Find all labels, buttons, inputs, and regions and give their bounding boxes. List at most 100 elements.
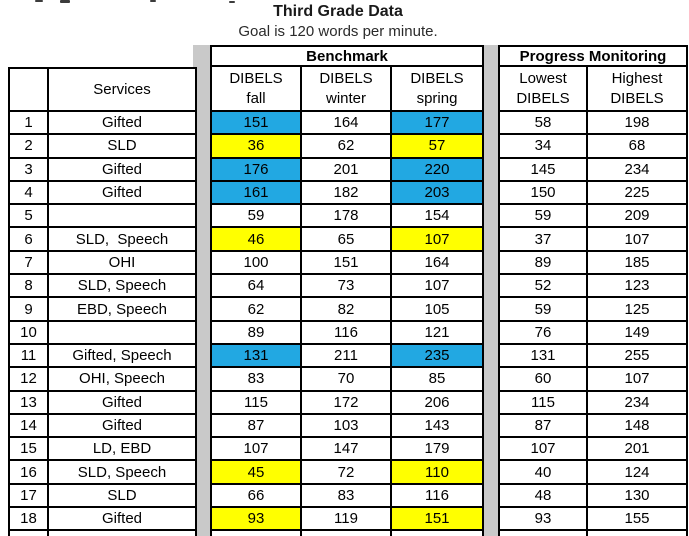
services-cell: Gifted, Speech bbox=[49, 344, 195, 369]
row-number-cell: 7 bbox=[10, 251, 49, 276]
highest-dibels-cell: 155 bbox=[588, 508, 686, 532]
dibels-spring-cell: 235 bbox=[392, 344, 482, 369]
dibels-winter-cell: 70 bbox=[302, 368, 392, 392]
dibels-fall-cell: 83 bbox=[212, 368, 302, 392]
dibels-winter-cell: 211 bbox=[302, 344, 392, 369]
page-title: Third Grade Data bbox=[273, 3, 403, 20]
row-number-cell: 13 bbox=[10, 391, 49, 415]
lowest-dibels-cell: 150 bbox=[500, 181, 588, 206]
dibels-spring-cell: 107 bbox=[392, 275, 482, 299]
header-line: DIBELS bbox=[410, 69, 464, 87]
dibels-spring-cell: 177 bbox=[392, 112, 482, 136]
lowest-dibels-cell: 37 bbox=[500, 228, 588, 252]
header-line: DIBELS bbox=[319, 69, 373, 87]
header-line: winter bbox=[325, 89, 366, 107]
lowest-dibels-cell: 145 bbox=[500, 158, 588, 182]
lowest-dibels-cell: 48 bbox=[500, 484, 588, 509]
row-number-header bbox=[10, 69, 49, 112]
lowest-dibels-cell: 93 bbox=[500, 508, 588, 532]
highest-dibels-cell: 123 bbox=[588, 275, 686, 299]
dibels-fall-cell: 151 bbox=[212, 112, 302, 136]
services-cell: OHI, Speech bbox=[49, 368, 195, 392]
dibels-winter-cell: 151 bbox=[302, 251, 392, 276]
services-cell: Gifted bbox=[49, 508, 195, 532]
highest-dibels-cell: 234 bbox=[588, 158, 686, 182]
dibels-spring-cell: 179 bbox=[392, 438, 482, 462]
dibels-spring-cell: 121 bbox=[392, 321, 482, 345]
lowest-dibels-cell: 59 bbox=[500, 298, 588, 322]
dibels-winter-cell: 182 bbox=[302, 181, 392, 206]
dibels-fall-cell: 59 bbox=[212, 205, 302, 229]
row-number-cell: 14 bbox=[10, 414, 49, 439]
benchmark-group-header: Benchmark bbox=[212, 47, 482, 67]
row-number-cell: 12 bbox=[10, 368, 49, 392]
clipped-row-cell bbox=[302, 531, 392, 536]
highest-dibels-cell: 130 bbox=[588, 484, 686, 509]
row-number-cell: 8 bbox=[10, 275, 49, 299]
row-number-cell: 6 bbox=[10, 228, 49, 252]
lowest-dibels-cell: 89 bbox=[500, 251, 588, 276]
dibels-spring-cell: 143 bbox=[392, 414, 482, 439]
dibels-winter-cell: 172 bbox=[302, 391, 392, 415]
services-cell: SLD bbox=[49, 484, 195, 509]
progress-group-header: Progress Monitoring bbox=[500, 47, 686, 67]
dibels-spring-cell: 105 bbox=[392, 298, 482, 322]
row-number-cell: 16 bbox=[10, 461, 49, 485]
services-cell: Gifted bbox=[49, 391, 195, 415]
dibels-fall-cell: 115 bbox=[212, 391, 302, 415]
dibels-fall-header: DIBELS fall bbox=[212, 67, 302, 112]
row-number-cell: 3 bbox=[10, 158, 49, 182]
lowest-dibels-cell: 76 bbox=[500, 321, 588, 345]
row-number-cell: 1 bbox=[10, 112, 49, 136]
highest-dibels-cell: 149 bbox=[588, 321, 686, 345]
services-cell bbox=[49, 321, 195, 345]
dibels-fall-cell: 89 bbox=[212, 321, 302, 345]
lowest-dibels-cell: 58 bbox=[500, 112, 588, 136]
services-cell: Gifted bbox=[49, 414, 195, 439]
clipped-row-cell bbox=[10, 531, 49, 536]
dibels-spring-cell: 116 bbox=[392, 484, 482, 509]
descender-mark bbox=[229, 1, 235, 3]
dibels-winter-cell: 201 bbox=[302, 158, 392, 182]
highest-dibels-cell: 125 bbox=[588, 298, 686, 322]
dibels-winter-cell: 147 bbox=[302, 438, 392, 462]
lowest-dibels-cell: 59 bbox=[500, 205, 588, 229]
row-number-cell: 2 bbox=[10, 135, 49, 159]
highest-dibels-cell: 225 bbox=[588, 181, 686, 206]
row-number-cell: 11 bbox=[10, 344, 49, 369]
services-header: Services bbox=[49, 69, 195, 112]
row-number-cell: 4 bbox=[10, 181, 49, 206]
dibels-winter-cell: 164 bbox=[302, 112, 392, 136]
dibels-fall-cell: 36 bbox=[212, 135, 302, 159]
dibels-winter-cell: 82 bbox=[302, 298, 392, 322]
highest-dibels-cell: 148 bbox=[588, 414, 686, 439]
dibels-spring-cell: 151 bbox=[392, 508, 482, 532]
services-cell: SLD, Speech bbox=[49, 275, 195, 299]
dibels-winter-cell: 103 bbox=[302, 414, 392, 439]
dibels-fall-cell: 93 bbox=[212, 508, 302, 532]
dibels-winter-cell: 72 bbox=[302, 461, 392, 485]
services-cell: SLD, Speech bbox=[49, 228, 195, 252]
highest-dibels-cell: 185 bbox=[588, 251, 686, 276]
dibels-spring-cell: 57 bbox=[392, 135, 482, 159]
header-line: DIBELS bbox=[610, 89, 664, 107]
dibels-winter-header: DIBELS winter bbox=[302, 67, 392, 112]
services-cell: Gifted bbox=[49, 181, 195, 206]
services-cell: SLD, Speech bbox=[49, 461, 195, 485]
row-number-cell: 15 bbox=[10, 438, 49, 462]
dibels-winter-cell: 116 bbox=[302, 321, 392, 345]
lowest-dibels-cell: 131 bbox=[500, 344, 588, 369]
services-cell bbox=[49, 205, 195, 229]
clipped-row-cell bbox=[588, 531, 686, 536]
dibels-fall-cell: 131 bbox=[212, 344, 302, 369]
clipped-row-cell bbox=[49, 531, 195, 536]
dibels-spring-header: DIBELS spring bbox=[392, 67, 482, 112]
services-cell: SLD bbox=[49, 135, 195, 159]
dibels-fall-cell: 66 bbox=[212, 484, 302, 509]
separator-bar-right bbox=[480, 45, 498, 536]
header-line: Lowest bbox=[519, 69, 567, 87]
dibels-winter-cell: 65 bbox=[302, 228, 392, 252]
lowest-dibels-cell: 87 bbox=[500, 414, 588, 439]
services-cell: Gifted bbox=[49, 158, 195, 182]
dibels-spring-cell: 203 bbox=[392, 181, 482, 206]
